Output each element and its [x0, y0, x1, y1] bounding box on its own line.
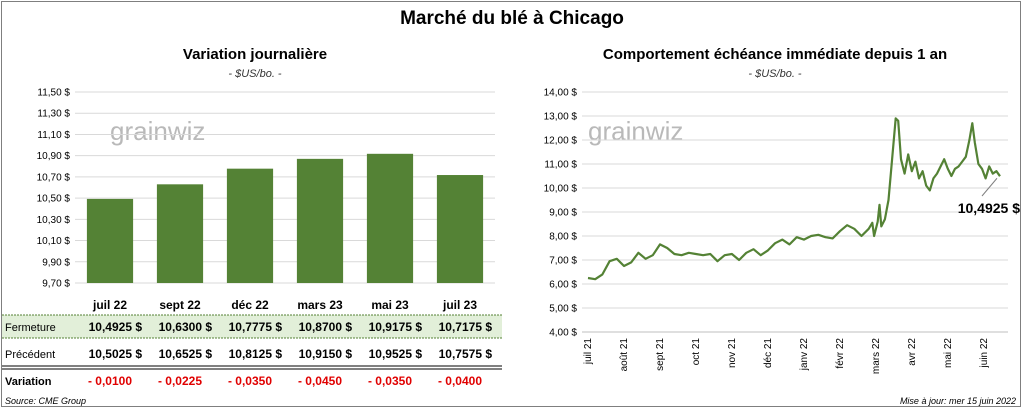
bar-y-tick: 9,90 $ [42, 257, 70, 268]
line-y-tick: 10,00 $ [544, 184, 578, 195]
last-value-label: 10,4925 $ [958, 200, 1020, 216]
source-note: Source: CME Group [5, 396, 87, 406]
table-cell: - 0,0350 [228, 374, 272, 388]
line-x-label: nov 21 [727, 338, 738, 368]
bar-y-tick: 10,70 $ [37, 172, 71, 183]
table-cell: - 0,0350 [368, 374, 412, 388]
line-x-label: mars 22 [871, 338, 882, 375]
line-x-label: déc 21 [763, 338, 774, 368]
line-x-label: avr 22 [907, 338, 918, 366]
bar-chart-unit: - $US/bo. - [228, 68, 282, 80]
table-highlight-row [2, 315, 502, 338]
page-title: Marché du blé à Chicago [400, 8, 624, 29]
bar-category-label: déc 22 [231, 298, 269, 312]
table-cell-unit: $ [275, 320, 282, 334]
table-cell-unit: $ [415, 347, 422, 361]
table-cell-unit: $ [345, 347, 352, 361]
table-cell: 10,6300 [159, 320, 203, 334]
table-cell: - 0,0400 [438, 374, 482, 388]
line-y-tick: 13,00 $ [544, 112, 578, 123]
bar-y-tick: 11,30 $ [37, 109, 70, 120]
table-cell: 10,7575 [439, 347, 483, 361]
table-cell-unit: $ [345, 320, 352, 334]
line-y-tick: 14,00 $ [544, 88, 578, 99]
bar-y-tick: 11,10 $ [37, 130, 70, 141]
watermark: grainwiz [588, 116, 683, 146]
line-y-tick: 9,00 $ [549, 208, 577, 219]
table-cell: - 0,0450 [298, 374, 342, 388]
line-x-label: mai 22 [943, 338, 954, 368]
line-x-label: juin 22 [979, 338, 990, 369]
line-y-tick: 8,00 $ [549, 232, 577, 243]
table-row-label: Variation [5, 376, 52, 388]
callout-leader [981, 177, 998, 197]
table-cell: 10,6525 [159, 347, 203, 361]
line-x-label: août 21 [619, 338, 630, 372]
table-cell-unit: $ [415, 320, 422, 334]
table-cell: 10,7175 [439, 320, 483, 334]
table-cell-unit: $ [485, 347, 492, 361]
bar-category-label: sept 22 [159, 298, 201, 312]
table-cell-unit: $ [205, 347, 212, 361]
bar [436, 175, 484, 283]
bar-y-tick: 10,90 $ [37, 151, 71, 162]
bar-chart: grainwiz 9,70 $ 9,90 $ 10,10 $ 10,30 $ 10,50 … [2, 88, 502, 388]
bar-y-tick: 10,10 $ [37, 236, 71, 247]
table-cell: 10,9150 [299, 347, 343, 361]
bar [366, 153, 414, 283]
line-y-tick: 7,00 $ [549, 256, 577, 267]
price-line [587, 117, 1001, 281]
bar [156, 184, 204, 283]
table-cell: - 0,0225 [158, 374, 202, 388]
line-y-tick: 4,00 $ [549, 328, 577, 339]
line-chart-title: Comportement échéance immédiate depuis 1… [602, 46, 948, 63]
table-cell: 10,9525 [369, 347, 413, 361]
bar-y-tick: 10,50 $ [37, 194, 71, 205]
table-cell: 10,5025 [89, 347, 133, 361]
bar [226, 168, 274, 283]
line-y-tick: 5,00 $ [549, 304, 577, 315]
table-cell: 10,9175 [369, 320, 413, 334]
table-row-label: Précédent [5, 349, 55, 361]
line-x-label: sept 21 [655, 338, 666, 371]
bar-y-tick: 10,30 $ [37, 215, 71, 226]
line-x-label: juil 21 [583, 338, 594, 366]
table-cell-unit: $ [205, 320, 212, 334]
table-cell-unit: $ [135, 320, 142, 334]
table-cell-unit: $ [135, 347, 142, 361]
table-cell: - 0,0100 [88, 374, 132, 388]
table-cell-unit: $ [275, 347, 282, 361]
table-cell: 10,8125 [229, 347, 273, 361]
table-row-label: Fermeture [5, 322, 56, 334]
bar-chart-title: Variation journalière [182, 46, 328, 63]
bar [86, 198, 134, 283]
watermark: grainwiz [110, 116, 205, 146]
bar-category-label: juil 23 [442, 298, 477, 312]
bar-category-label: juil 22 [92, 298, 127, 312]
table-cell: 10,7775 [229, 320, 273, 334]
line-y-tick: 6,00 $ [549, 280, 577, 291]
bar-category-label: mars 23 [297, 298, 343, 312]
line-x-label: févr 22 [835, 338, 846, 369]
table-cell: 10,4925 [89, 320, 133, 334]
update-note: Mise à jour: mer 15 juin 2022 [899, 396, 1016, 406]
bar [296, 158, 344, 283]
table-cell: 10,8700 [299, 320, 343, 334]
bar-y-tick: 11,50 $ [37, 88, 70, 99]
line-x-label: oct 21 [691, 338, 702, 366]
line-x-label: janv 22 [799, 338, 810, 372]
table-cell-unit: $ [485, 320, 492, 334]
line-chart-unit: - $US/bo. - [748, 68, 802, 80]
bar-category-label: mai 23 [371, 298, 409, 312]
line-y-tick: 11,00 $ [544, 160, 577, 171]
line-y-tick: 12,00 $ [544, 136, 578, 147]
bar-y-tick: 9,70 $ [42, 279, 70, 290]
